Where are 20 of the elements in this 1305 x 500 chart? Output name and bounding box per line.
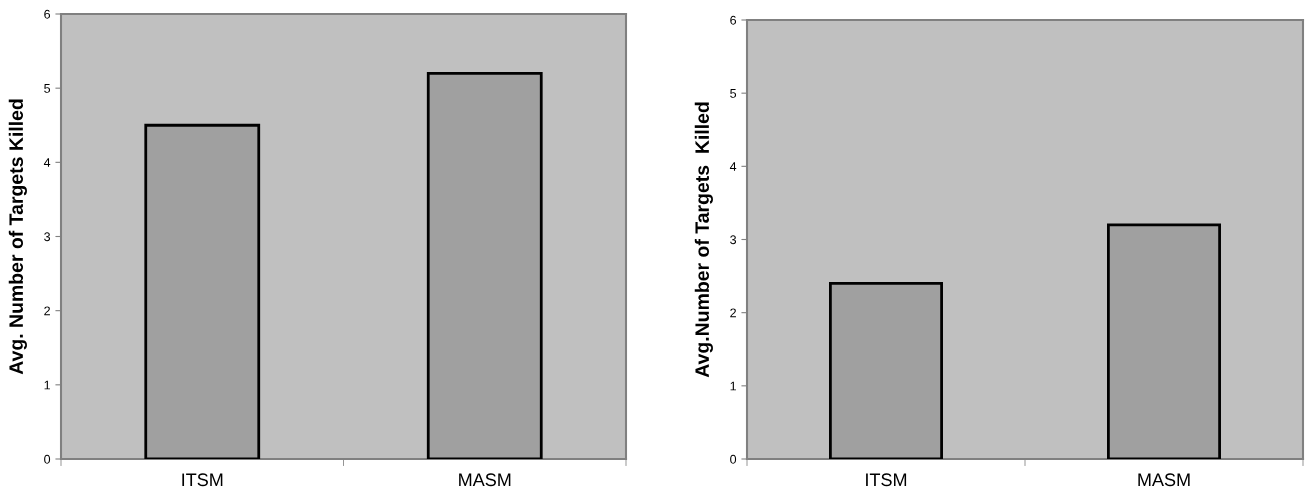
y-tick-label: 6 xyxy=(730,15,737,25)
y-tick-label: 1 xyxy=(44,380,50,390)
y-tick-label: 3 xyxy=(44,232,51,242)
x-tick-label: MASM xyxy=(1138,473,1190,487)
y-axis-title: Avg.Number of Targets Killed xyxy=(694,102,713,378)
y-tick-label: 2 xyxy=(730,308,736,318)
y-tick-label: 1 xyxy=(730,381,736,391)
y-axis-title: Avg. Number of Targets Killed xyxy=(8,99,27,375)
y-tick-label: 4 xyxy=(729,162,737,171)
y-tick-label: 3 xyxy=(730,235,737,245)
y-tick-label: 0 xyxy=(730,454,737,464)
y-tick-label: 0 xyxy=(44,454,51,464)
y-tick-label: 5 xyxy=(730,89,737,98)
x-tick-label: ITSM xyxy=(182,473,223,487)
y-tick-label: 6 xyxy=(44,9,51,19)
y-tick-label: 4 xyxy=(43,158,51,167)
y-tick-label: 5 xyxy=(44,84,51,93)
y-tick-label: 2 xyxy=(44,306,50,316)
x-tick-label: ITSM xyxy=(866,473,907,487)
x-tick-label: MASM xyxy=(459,473,511,487)
